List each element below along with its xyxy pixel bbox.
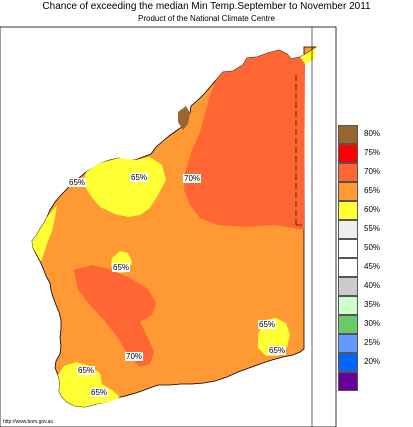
map-label: 65% (68, 178, 87, 187)
map-label: 70% (183, 174, 202, 183)
legend-swatch (338, 144, 358, 163)
legend-swatch (338, 125, 358, 144)
legend-label: 30% (364, 319, 381, 328)
legend-swatch (338, 163, 358, 182)
legend-swatch (338, 334, 358, 353)
map-label: 70% (125, 352, 144, 361)
legend-label: 65% (364, 186, 381, 195)
legend-label: 80% (364, 129, 381, 138)
legend-swatch (338, 239, 358, 258)
legend-swatch (338, 182, 358, 201)
legend-label: 75% (364, 148, 381, 157)
legend-label: 40% (364, 281, 381, 290)
legend-swatch (338, 201, 358, 220)
legend-label: 60% (364, 205, 381, 214)
legend-label: 70% (364, 167, 381, 176)
legend-swatch (338, 315, 358, 334)
region-60-west-north (83, 157, 166, 217)
map-label: 65% (112, 263, 131, 272)
legend-label: 50% (364, 243, 381, 252)
region-70-east (184, 50, 305, 230)
legend-swatch (338, 353, 358, 372)
legend-label: 55% (364, 224, 381, 233)
region-70-central (74, 265, 156, 367)
map-label: 65% (258, 320, 277, 329)
map-subtitle: Product of the National Climate Centre (138, 14, 275, 23)
map-label: 65% (77, 366, 96, 375)
map-label: 65% (130, 173, 149, 182)
legend-swatch (338, 220, 358, 239)
legend-label: 25% (364, 338, 381, 347)
legend-swatch (338, 296, 358, 315)
map-label: 65% (268, 346, 287, 355)
legend-swatch (338, 258, 358, 277)
map-label: 65% (90, 388, 109, 397)
legend-label: 45% (364, 262, 381, 271)
legend-swatch (338, 277, 358, 296)
source-url: http://www.bom.gov.au (3, 419, 54, 425)
legend-label: 20% (364, 357, 381, 366)
legend-swatch (338, 372, 358, 391)
map-title: Chance of exceeding the median Min Temp.… (42, 1, 371, 12)
legend-label: 35% (364, 300, 381, 309)
region-60-coast-west (32, 205, 57, 262)
region-80-north (178, 106, 190, 130)
